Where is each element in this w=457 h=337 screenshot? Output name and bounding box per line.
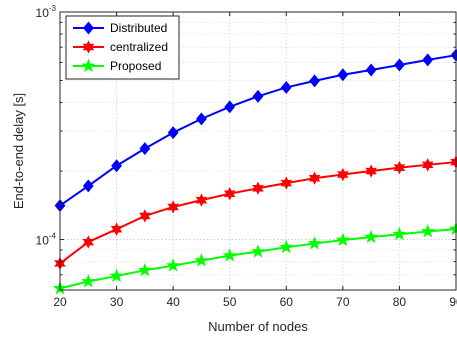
data-point (422, 53, 434, 67)
data-point (137, 262, 152, 277)
series-group (52, 48, 457, 295)
legend-label: centralized (110, 40, 168, 54)
data-point (337, 167, 349, 182)
data-point (250, 244, 266, 258)
data-point (335, 232, 350, 246)
data-point (365, 63, 377, 77)
data-point (166, 258, 181, 272)
x-axis-title: Number of nodes (208, 319, 308, 334)
data-point (309, 74, 320, 88)
data-point (195, 193, 208, 207)
data-point (81, 274, 96, 288)
data-point (420, 224, 435, 238)
data-point (167, 200, 179, 214)
legend-marker (83, 21, 94, 35)
data-point (365, 164, 377, 178)
plot-frame (59, 11, 457, 291)
legend-marker (82, 40, 95, 54)
series-distributed (54, 48, 457, 213)
data-point (110, 222, 123, 236)
data-point (252, 89, 264, 103)
y-tick-label: 10-3 (36, 4, 57, 20)
data-point (223, 187, 236, 201)
x-tick-label: 70 (336, 295, 350, 309)
data-point (280, 176, 293, 190)
data-point (109, 268, 124, 283)
data-point (280, 80, 292, 94)
legend-entry: Distributed (73, 21, 167, 35)
data-point (82, 179, 94, 193)
x-tick-label: 60 (280, 295, 294, 309)
x-tick-label: 90 (449, 295, 457, 309)
data-point (392, 226, 407, 241)
data-point (82, 235, 95, 249)
y-axis-title: End-to-end delay [s] (11, 93, 26, 209)
data-point (364, 229, 379, 244)
data-point (196, 112, 207, 126)
data-point (252, 181, 264, 195)
data-point (279, 239, 294, 254)
y-tick-label: 10-4 (36, 232, 57, 248)
x-tick-label: 40 (166, 295, 180, 309)
data-point (308, 171, 321, 185)
legend-label: Distributed (110, 21, 167, 35)
data-point (194, 253, 209, 267)
data-point (222, 248, 237, 262)
x-tick-label: 50 (223, 295, 237, 309)
x-tick-label: 80 (393, 295, 407, 309)
data-point (111, 159, 122, 173)
legend-entry: centralized (73, 40, 168, 54)
data-point (421, 158, 434, 172)
axes-ticks: 20 30 40 50 60 70 80 90 10-4 10-3 (36, 4, 457, 309)
data-point (167, 126, 179, 140)
data-point (394, 58, 405, 72)
x-tick-label: 30 (110, 295, 124, 309)
data-point (337, 68, 349, 82)
data-point (139, 142, 151, 156)
legend-marker (81, 58, 96, 72)
series-proposed (52, 221, 457, 295)
legend-label: Proposed (110, 59, 161, 73)
data-point (307, 236, 322, 250)
legend: Distributed centralized Proposed (65, 15, 180, 80)
data-point (224, 100, 236, 114)
legend-entry: Proposed (73, 58, 161, 73)
data-point (393, 160, 406, 175)
x-tick-label: 20 (53, 295, 67, 309)
data-point (139, 209, 151, 223)
